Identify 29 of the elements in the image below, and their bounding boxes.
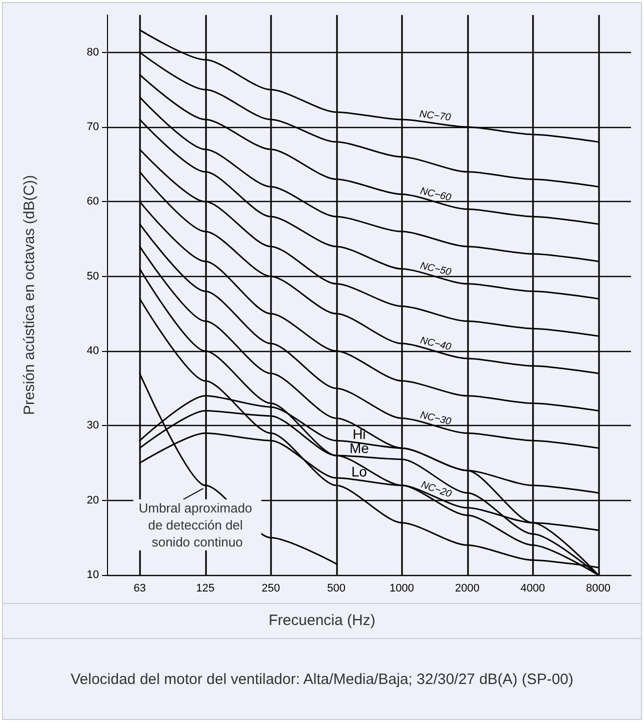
y-tick-label: 60 [86,196,99,208]
x-tick-label: 4000 [520,582,545,594]
y-tick-label: 80 [86,46,99,58]
y-axis-title: Presión acústica en octavas (dB(C)) [21,174,38,416]
x-tick-label: 2000 [455,582,480,594]
series-label: Me [349,440,370,456]
text: NC−20 [420,480,454,500]
x-axis-title: Frecuencia (Hz) [3,603,641,638]
x-tick-label: 125 [196,582,214,594]
series-label: Lo [351,464,368,480]
text: NC−70 [418,109,452,124]
x-tick-label: 63 [134,582,146,594]
y-tick-label: 30 [86,420,99,432]
y-tick-label: 20 [86,494,99,506]
y-tick-label: 50 [86,270,99,282]
y-tick-label: 70 [86,121,99,133]
text: NC−50 [419,260,453,278]
y-tick-label: 10 [86,569,99,581]
annotation: Umbral aproximado de detección del sonido continuo [138,500,256,550]
y-tick-label: 40 [86,345,99,357]
text: NC−40 [419,335,453,354]
text: NC−30 [419,410,453,428]
x-tick-label: 250 [262,582,280,594]
text: Velocidad del motor del ventilador: Alta/Media/Baja; 32/30/27 dB(A) (SP-00) [3,638,641,719]
series-label: Hi [352,426,366,442]
x-tick-label: 500 [327,582,346,594]
x-tick-label: 8000 [586,582,610,594]
text: NC−60 [419,186,453,204]
x-tick-label: 1000 [390,582,414,594]
